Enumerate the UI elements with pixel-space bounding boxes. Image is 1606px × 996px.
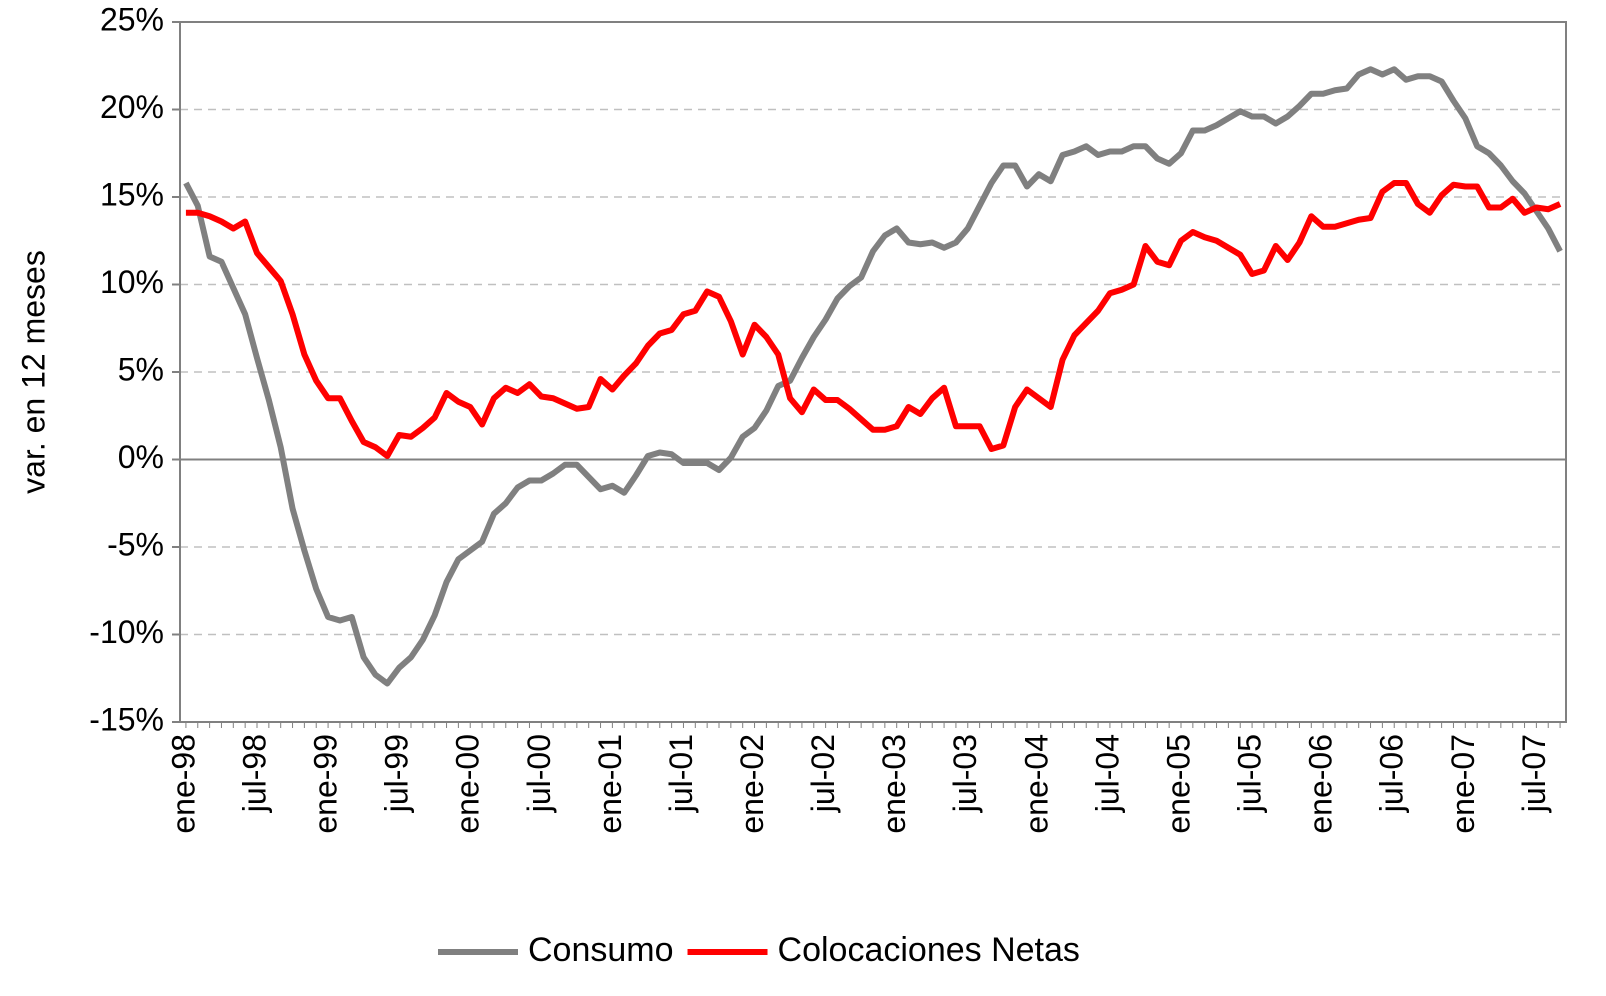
x-tick-label: jul-02: [805, 734, 841, 813]
y-tick-label: 25%: [100, 1, 164, 37]
x-tick-label: jul-05: [1232, 734, 1268, 813]
x-tick-label: jul-98: [236, 734, 272, 813]
x-tick-label: ene-06: [1303, 734, 1339, 834]
y-tick-label: 10%: [100, 264, 164, 300]
x-tick-label: ene-07: [1445, 734, 1481, 834]
x-tick-label: ene-05: [1160, 734, 1196, 834]
legend-label: Colocaciones Netas: [778, 931, 1080, 969]
series-line: [185, 180, 1562, 459]
x-tick-label: jul-06: [1374, 734, 1410, 813]
y-tick-label: 20%: [100, 89, 164, 125]
x-tick-label: jul-07: [1516, 734, 1552, 813]
x-tick-label: jul-04: [1089, 734, 1125, 813]
x-tick-label: ene-03: [876, 734, 912, 834]
series-line: [183, 66, 1563, 687]
y-tick-label: 15%: [100, 176, 164, 212]
y-tick-label: -15%: [89, 701, 164, 737]
y-tick-label: -10%: [89, 614, 164, 650]
x-tick-label: jul-99: [379, 734, 415, 813]
legend-label: Consumo: [528, 931, 674, 969]
y-axis-title: var. en 12 meses: [15, 250, 51, 494]
x-tick-label: jul-00: [521, 734, 557, 813]
x-tick-label: jul-03: [947, 734, 983, 813]
x-tick-label: ene-02: [734, 734, 770, 834]
x-tick-label: ene-00: [450, 734, 486, 834]
x-tick-label: jul-01: [663, 734, 699, 813]
x-tick-label: ene-04: [1018, 734, 1054, 834]
x-tick-label: ene-99: [308, 734, 344, 834]
y-tick-label: 5%: [118, 351, 164, 387]
y-tick-label: 0%: [118, 439, 164, 475]
y-tick-label: -5%: [107, 526, 164, 562]
x-tick-label: ene-01: [592, 734, 628, 834]
x-tick-label: ene-98: [165, 734, 201, 834]
